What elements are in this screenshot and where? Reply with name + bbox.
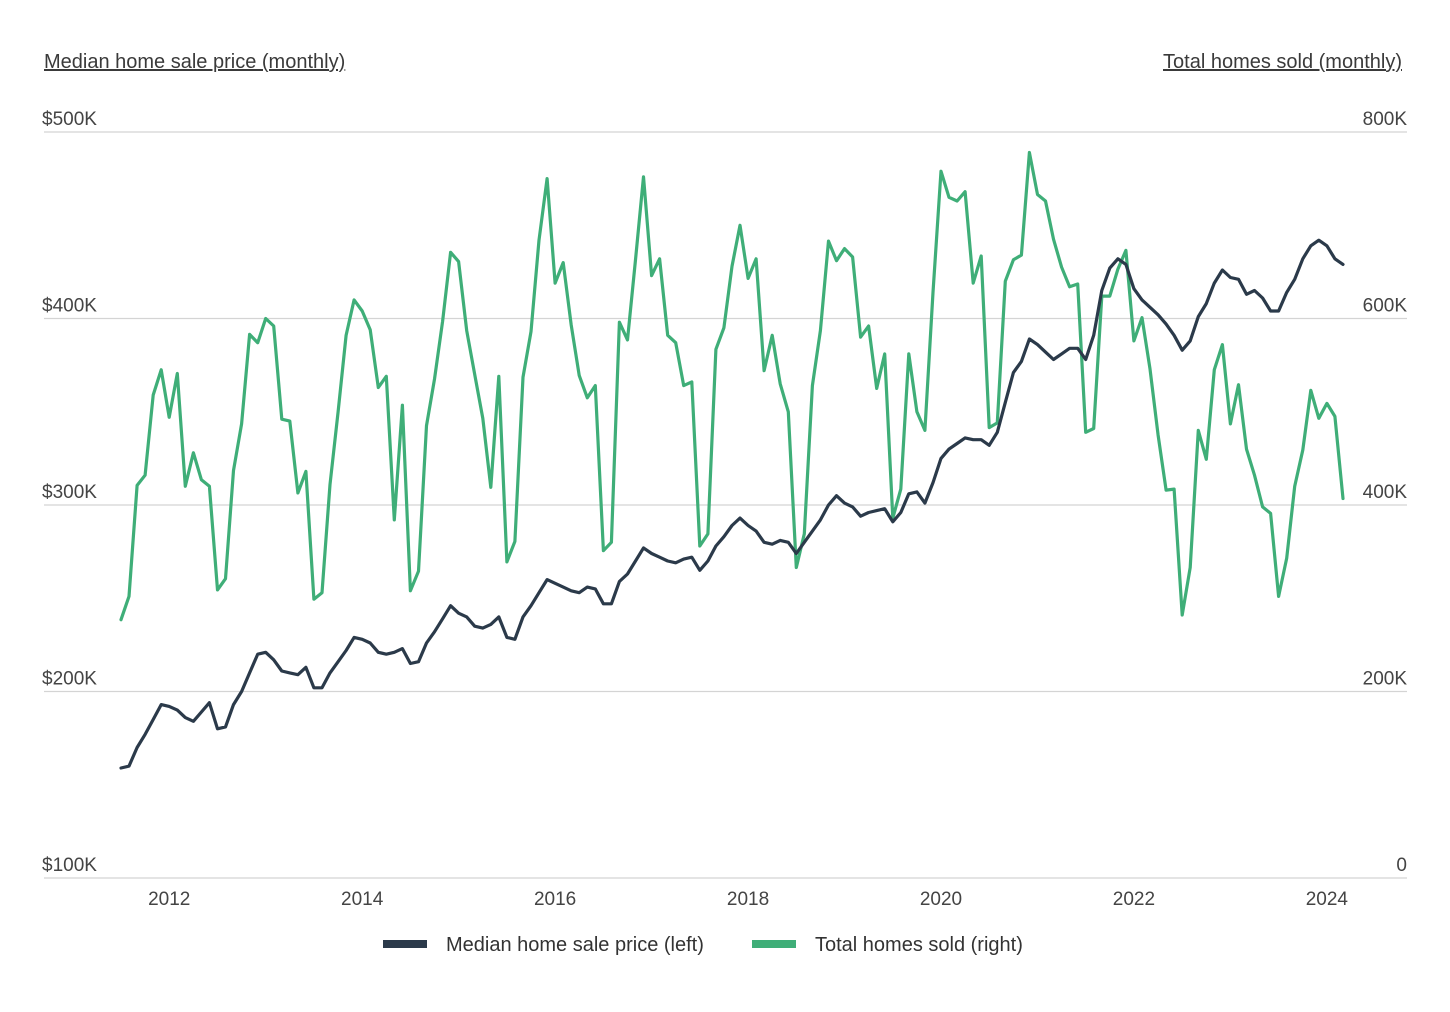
y-left-ticks: $100K $200K $300K $400K $500K <box>42 109 97 876</box>
legend-label: Median home sale price (left) <box>446 934 704 956</box>
x-tick-label: 2014 <box>341 889 384 910</box>
y-right-tick-label: 0 <box>1396 855 1407 876</box>
y-left-tick-label: $400K <box>42 296 97 317</box>
y-right-tick-label: 400K <box>1363 482 1408 503</box>
y-left-tick-label: $100K <box>42 855 97 876</box>
y-left-axis-title: Median home sale price (monthly) <box>44 51 345 73</box>
legend-swatch <box>383 940 427 948</box>
x-tick-label: 2022 <box>1113 889 1155 910</box>
x-tick-label: 2020 <box>920 889 962 910</box>
gridlines <box>44 131 1407 879</box>
y-left-tick-label: $500K <box>42 109 97 130</box>
series-line-median-price <box>119 238 1345 770</box>
legend-swatch <box>752 940 796 948</box>
x-tick-label: 2018 <box>727 889 769 910</box>
series-lines <box>119 150 1345 770</box>
x-axis-ticks: 2012 2014 2016 2018 2020 2022 2024 <box>148 889 1348 910</box>
y-right-tick-label: 800K <box>1363 109 1408 130</box>
y-right-ticks: 0 200K 400K 600K 800K <box>1363 109 1408 876</box>
y-left-tick-label: $200K <box>42 669 97 690</box>
series-line-homes-sold <box>119 150 1345 622</box>
y-right-tick-label: 600K <box>1363 296 1408 317</box>
x-tick-label: 2024 <box>1306 889 1349 910</box>
x-tick-label: 2016 <box>534 889 576 910</box>
legend-label: Total homes sold (right) <box>815 934 1023 956</box>
x-tick-label: 2012 <box>148 889 190 910</box>
y-right-axis-title: Total homes sold (monthly) <box>1163 51 1402 73</box>
legend: Median home sale price (left) Total homes… <box>383 934 1023 956</box>
y-right-tick-label: 200K <box>1363 669 1408 690</box>
y-left-tick-label: $300K <box>42 482 97 503</box>
